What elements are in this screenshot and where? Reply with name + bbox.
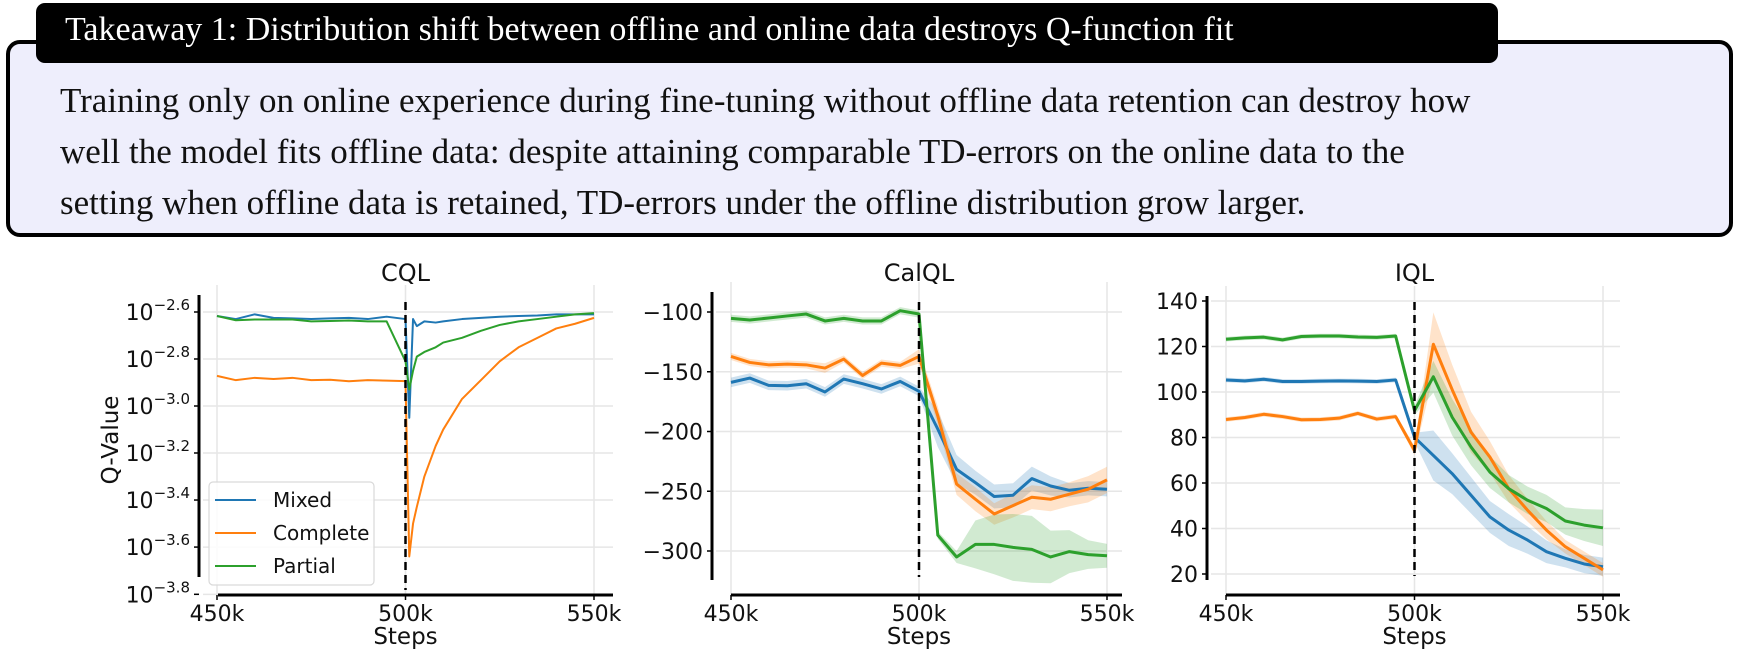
y-tick-label: 10−2.8 [126,343,190,373]
band-complete [1226,312,1603,577]
y-tick-label: 10−3.4 [126,484,190,514]
chart-title: CalQL [884,259,955,287]
x-tick-label: 450k [1199,602,1254,627]
y-tick-label: −150 [643,361,703,386]
band-partial [1226,333,1603,547]
legend-box [208,481,375,586]
legend-label-complete: Complete [273,521,369,545]
tick-exponent: −3.0 [154,390,190,408]
y-tick-label: 140 [1156,290,1198,315]
band-mixed [1226,376,1603,576]
tick-base: 10 [126,301,154,326]
chart-title: CQL [381,259,431,287]
x-tick-label: 550k [1576,602,1631,627]
tick-exponent: −3.8 [154,578,190,596]
legend-label-mixed: Mixed [273,488,332,512]
tick-exponent: −2.6 [154,296,190,314]
y-tick-label: 10−3.0 [126,390,190,420]
legend: Mixed Complete Partial [208,481,375,586]
tick-base: 10 [126,536,154,561]
y-tick-label: 100 [1156,381,1198,406]
tick-base: 10 [126,442,154,467]
y-axis-label: Q-Value [98,396,124,485]
tick-exponent: −3.6 [154,531,190,549]
takeaway-box: Training only on online experience durin… [6,40,1733,237]
x-tick-label: 550k [567,602,622,627]
y-tick-label: 10−3.6 [126,531,190,561]
chart-calql: 450k 500k 550k −100 −150 −200 −250 −300 CalQL Ste… [643,259,1135,650]
y-tick-label: 120 [1156,336,1198,361]
x-axis-label: Steps [373,624,437,650]
x-axis-label: Steps [887,624,951,650]
tick-exponent: −2.8 [154,343,190,361]
x-tick-label: 450k [190,602,245,627]
tick-base: 10 [126,348,154,373]
tick-exponent: −3.2 [154,437,190,455]
chart-title: IQL [1395,259,1435,287]
chart-cql: 450k 500k 550k10−2.610−2.810−3.010−3.210−3… [98,259,622,650]
tick-base: 10 [126,395,154,420]
tick-exponent: −3.4 [154,484,190,502]
y-tick-label: 80 [1170,427,1198,452]
takeaway-line-2: well the model fits offline data: despit… [60,132,1405,171]
y-tick-label: 40 [1170,518,1198,543]
tick-base: 10 [126,583,154,608]
y-tick-label: 10−3.2 [126,437,190,467]
x-tick-label: 550k [1080,602,1135,627]
band-complete [731,349,1107,525]
takeaway-title: Takeaway 1: Distribution shift between o… [65,11,1234,48]
takeaway-line-3: setting when offline data is retained, T… [60,183,1306,222]
y-tick-label: 20 [1170,563,1198,588]
legend-label-partial: Partial [273,554,336,578]
y-tick-label: −250 [643,480,703,505]
x-tick-label: 500k [1387,602,1442,627]
takeaway-title-tab: Takeaway 1: Distribution shift between o… [36,3,1498,63]
takeaway-line-1: Training only on online experience durin… [60,81,1471,120]
chart-iql: 450k 500k 550k 140 120 100 80 60 40 20 IQL Steps [1156,259,1631,650]
y-tick-label: −100 [643,301,703,326]
tick-base: 10 [126,489,154,514]
x-tick-label: 450k [704,602,759,627]
x-axis-label: Steps [1382,624,1446,650]
y-tick-label: −200 [643,421,703,446]
y-tick-label: 10−3.8 [126,578,190,608]
y-tick-label: 10−2.6 [126,296,190,326]
x-tick-label: 500k [892,602,947,627]
band-partial [731,307,1107,584]
x-tick-label: 500k [378,602,433,627]
y-tick-label: 60 [1170,472,1198,497]
y-tick-label: −300 [643,540,703,565]
